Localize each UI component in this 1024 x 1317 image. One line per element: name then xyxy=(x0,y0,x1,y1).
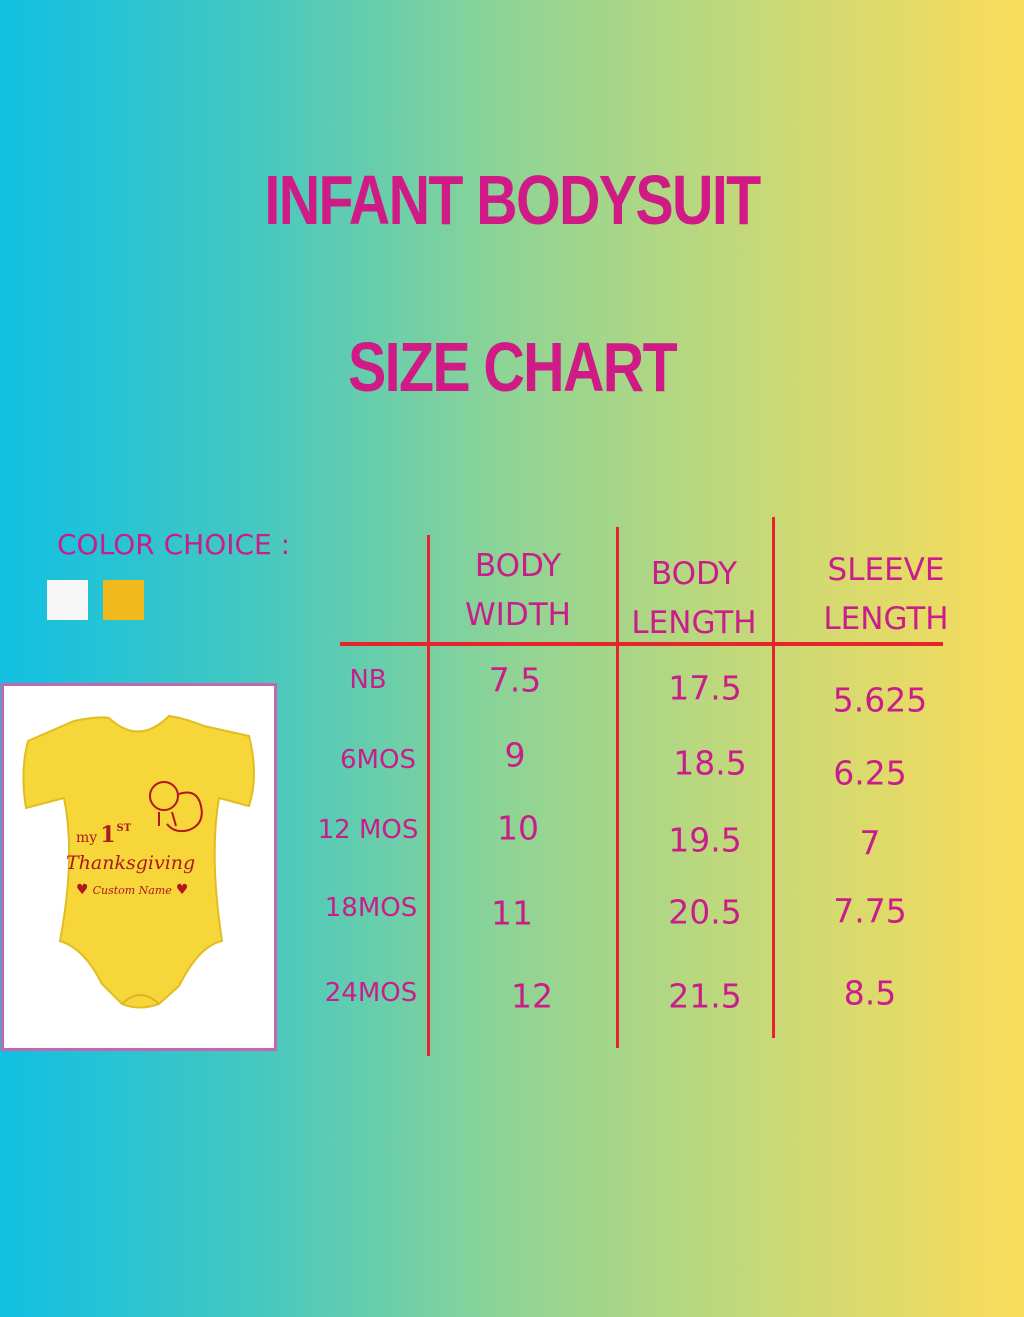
cell-sleeve-length: 8.5 xyxy=(843,973,897,1013)
lettering-first: 1 xyxy=(100,822,115,848)
header-line: BODY xyxy=(474,548,562,584)
cell-body-length: 18.5 xyxy=(673,743,747,783)
turkey-icon xyxy=(149,781,203,833)
product-image: my 1ST Thanksgiving ♥ Custom Name ♥ xyxy=(1,683,277,1051)
size-label: NB xyxy=(349,665,387,695)
cell-body-width: 12 xyxy=(511,976,553,1016)
cell-body-length: 20.5 xyxy=(668,892,742,932)
header-sleeve-length: SLEEVE LENGTH xyxy=(796,546,976,644)
cell-body-width: 9 xyxy=(504,735,526,775)
header-body-width: BODY WIDTH xyxy=(428,542,608,640)
cell-body-length: 19.5 xyxy=(668,820,742,860)
lettering-my-first: my 1ST xyxy=(76,822,132,848)
cell-sleeve-length: 7.75 xyxy=(833,891,907,931)
heart-icon: ♥ xyxy=(176,882,189,898)
cell-body-width: 11 xyxy=(491,893,533,933)
size-label: 24MOS xyxy=(324,978,418,1008)
cell-body-width: 7.5 xyxy=(488,660,542,700)
lettering-my: my xyxy=(76,830,97,846)
cell-body-length: 17.5 xyxy=(668,668,742,708)
bodysuit-illustration: my 1ST Thanksgiving ♥ Custom Name ♥ xyxy=(22,714,255,1009)
header-line: LENGTH xyxy=(631,605,757,641)
heart-icon: ♥ xyxy=(76,882,89,898)
garment-shape xyxy=(22,714,255,1009)
header-body-length: BODY LENGTH xyxy=(604,550,784,648)
color-choice-label: COLOR CHOICE : xyxy=(57,528,291,561)
size-label: 18MOS xyxy=(324,893,418,923)
snap-closure xyxy=(121,994,160,1005)
cell-sleeve-length: 5.625 xyxy=(832,680,928,720)
title-line-1: INFANT BODYSUIT xyxy=(264,161,761,239)
header-line: WIDTH xyxy=(465,597,571,633)
cell-sleeve-length: 7 xyxy=(859,823,881,863)
title-line-2: SIZE CHART xyxy=(348,328,678,406)
table-divider-2 xyxy=(616,527,619,1048)
cell-body-length: 21.5 xyxy=(668,976,742,1016)
lettering-thanksgiving: Thanksgiving xyxy=(66,852,195,874)
cell-body-width: 10 xyxy=(497,808,539,848)
table-divider-1 xyxy=(427,535,430,1056)
size-label: 12 MOS xyxy=(317,815,419,845)
size-label: 6MOS xyxy=(340,745,416,775)
lettering-custom-name: Custom Name xyxy=(93,884,173,897)
lettering-first-suffix: ST xyxy=(117,823,132,834)
header-line: SLEEVE xyxy=(827,552,945,588)
table-header-divider xyxy=(340,642,943,646)
header-line: LENGTH xyxy=(823,601,949,637)
color-swatch-white[interactable] xyxy=(47,580,88,620)
header-line: BODY xyxy=(650,556,738,592)
lettering-custom-name-line: ♥ Custom Name ♥ xyxy=(76,882,188,898)
cell-sleeve-length: 6.25 xyxy=(833,753,907,793)
color-swatch-yellow[interactable] xyxy=(103,580,144,620)
table-divider-3 xyxy=(772,517,775,1038)
